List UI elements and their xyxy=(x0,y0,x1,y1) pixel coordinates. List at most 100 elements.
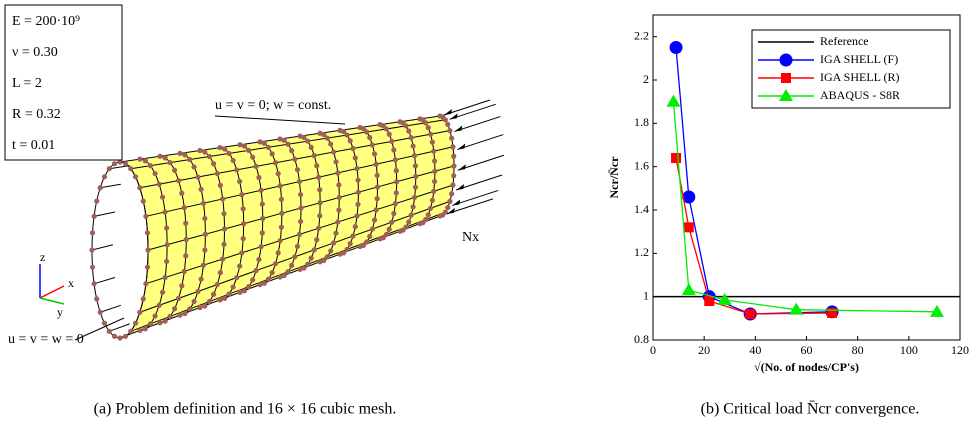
control-point xyxy=(230,157,236,164)
control-point xyxy=(226,291,232,297)
marker xyxy=(704,296,715,306)
control-point xyxy=(162,155,168,161)
control-point xyxy=(308,144,314,150)
control-point xyxy=(117,159,123,165)
y-tick-label: 1.4 xyxy=(634,202,649,216)
control-point xyxy=(427,131,434,137)
control-point xyxy=(406,128,412,134)
control-point xyxy=(289,262,295,268)
control-point xyxy=(294,243,301,249)
control-point xyxy=(315,225,322,231)
control-point xyxy=(364,239,370,245)
control-point xyxy=(144,264,151,270)
control-point xyxy=(397,228,403,234)
control-point xyxy=(377,236,383,242)
control-point xyxy=(296,231,303,238)
control-point xyxy=(431,158,438,164)
control-point xyxy=(183,253,189,259)
load-arrow xyxy=(457,154,505,171)
parameter-box xyxy=(4,4,123,161)
control-point xyxy=(305,261,311,267)
control-point xyxy=(257,139,263,145)
control-point xyxy=(202,303,208,309)
control-point xyxy=(142,326,148,332)
control-point xyxy=(140,296,146,302)
control-point xyxy=(393,168,399,174)
mesh-line xyxy=(100,304,121,313)
control-point xyxy=(137,327,143,333)
arrow-head xyxy=(457,164,466,171)
axis-label: z xyxy=(40,250,45,264)
control-point xyxy=(177,150,183,156)
control-point xyxy=(278,196,285,202)
control-point xyxy=(250,277,256,283)
control-point xyxy=(241,143,248,149)
control-point xyxy=(355,201,361,207)
control-point xyxy=(369,226,375,232)
control-point xyxy=(106,166,112,172)
control-point xyxy=(167,159,173,166)
load-arrow xyxy=(452,189,499,206)
control-point xyxy=(214,170,220,177)
marker xyxy=(683,222,694,233)
control-point xyxy=(410,143,416,149)
control-point xyxy=(272,160,279,166)
y-tick-label: 1.2 xyxy=(634,245,649,259)
control-point xyxy=(386,131,392,137)
control-point xyxy=(315,174,322,180)
parameter: L = 2 xyxy=(12,76,42,91)
x-tick-label: 60 xyxy=(801,343,813,357)
axis-label: x xyxy=(68,276,74,290)
control-point xyxy=(144,230,151,236)
boundary-label: u = v = w = 0 xyxy=(8,332,84,347)
control-point xyxy=(237,289,243,295)
control-point xyxy=(181,205,187,211)
control-point xyxy=(301,134,307,141)
control-point xyxy=(250,154,256,160)
marker xyxy=(827,307,838,318)
control-point xyxy=(152,170,158,177)
control-point xyxy=(94,296,100,302)
control-point xyxy=(350,233,356,239)
control-point xyxy=(217,270,223,276)
control-point xyxy=(297,133,303,139)
load-arrow xyxy=(443,99,491,116)
control-point xyxy=(275,250,281,256)
control-point xyxy=(258,187,264,193)
control-point xyxy=(429,139,435,145)
y-tick-label: 2.2 xyxy=(634,28,649,42)
mesh-line xyxy=(109,165,130,170)
control-point xyxy=(277,274,283,280)
control-point xyxy=(450,182,456,188)
control-point xyxy=(211,161,217,167)
control-point xyxy=(91,213,97,219)
control-point xyxy=(167,313,173,320)
control-point xyxy=(367,134,373,141)
control-point xyxy=(89,230,96,236)
control-point xyxy=(261,280,267,286)
control-point xyxy=(406,219,412,225)
control-point xyxy=(371,217,378,223)
arrow-head xyxy=(452,199,461,206)
pointer xyxy=(214,115,346,125)
control-point xyxy=(222,146,228,152)
control-point xyxy=(181,268,187,274)
x-axis-label: √(No. of nodes/CP's) xyxy=(754,360,859,374)
control-point xyxy=(164,225,170,231)
chart: 0.8 1 1.2 1.4 1.6 1.8 2 2.2 0 20 40 60 80 100 120 √(No.… xyxy=(607,14,969,374)
axis-arrow xyxy=(39,285,65,299)
control-point xyxy=(344,246,350,253)
control-point xyxy=(449,135,455,141)
arrow-head xyxy=(454,125,463,132)
load-arrow xyxy=(449,103,496,120)
control-point xyxy=(202,215,208,222)
control-point xyxy=(311,153,317,159)
control-point xyxy=(278,224,285,230)
control-point xyxy=(137,309,143,315)
control-point xyxy=(187,306,193,312)
control-point xyxy=(445,121,451,128)
control-point xyxy=(175,178,182,184)
control-point xyxy=(336,194,342,201)
control-point xyxy=(182,310,188,317)
control-point xyxy=(179,190,185,196)
